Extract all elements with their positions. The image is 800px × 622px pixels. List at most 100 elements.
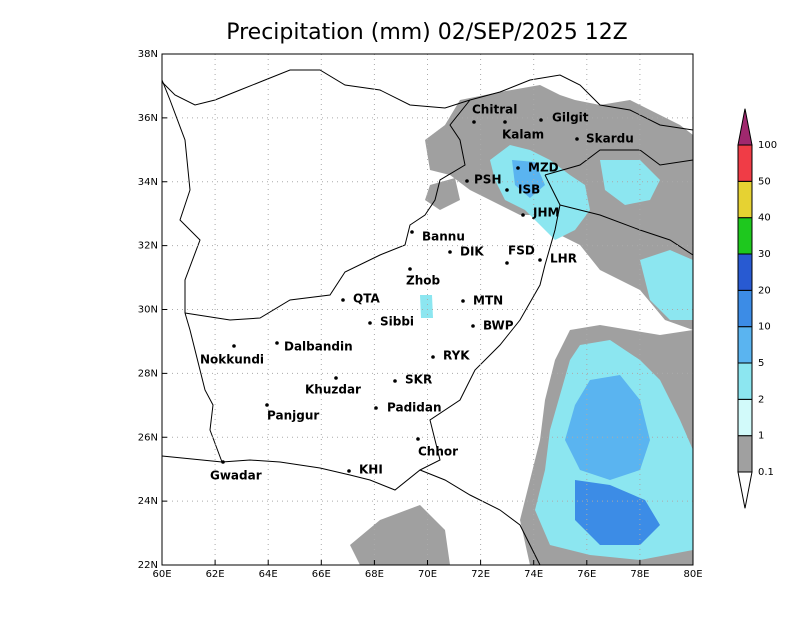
border-line xyxy=(419,174,561,471)
border-line xyxy=(184,312,223,463)
colorbar-extension xyxy=(737,108,753,146)
city-marker xyxy=(374,406,378,410)
city-marker xyxy=(539,118,543,122)
city-label: Bannu xyxy=(422,230,465,244)
colorbar-segment xyxy=(737,144,753,182)
precip-area xyxy=(425,178,460,210)
coastline xyxy=(161,455,541,566)
colorbar-segment xyxy=(737,217,753,255)
city-label: Gilgit xyxy=(552,111,589,125)
x-tick-label: 76E xyxy=(577,569,596,580)
city-label: Zhob xyxy=(406,274,440,288)
city-label: PSH xyxy=(474,173,501,187)
colorbar-segment xyxy=(737,253,753,291)
x-tick-label: 62E xyxy=(206,569,225,580)
city-label: Chhor xyxy=(418,445,458,459)
city-marker xyxy=(503,120,507,124)
x-tick-label: 74E xyxy=(524,569,543,580)
city-marker xyxy=(341,298,345,302)
city-label: Panjgur xyxy=(267,409,319,423)
x-tick-label: 70E xyxy=(418,569,437,580)
city-label: Padidan xyxy=(387,401,442,415)
y-tick-label: 22N xyxy=(138,560,158,571)
colorbar-label: 0.1 xyxy=(758,467,774,478)
colorbar-segment xyxy=(737,362,753,400)
colorbar-label: 1 xyxy=(758,431,764,442)
precip-area xyxy=(575,480,660,545)
border-line xyxy=(161,79,201,313)
city-marker xyxy=(265,403,269,407)
city-label: FSD xyxy=(508,244,535,258)
city-marker xyxy=(416,437,420,441)
y-tick-label: 32N xyxy=(138,241,158,252)
city-label: RYK xyxy=(443,349,470,363)
city-marker xyxy=(408,267,412,271)
city-label: BWP xyxy=(483,319,514,333)
colorbar-label: 2 xyxy=(758,394,764,405)
colorbar-label: 5 xyxy=(758,358,764,369)
colorbar-label: 30 xyxy=(758,249,771,260)
y-tick-label: 30N xyxy=(138,305,158,316)
colorbar-segment xyxy=(737,180,753,219)
border-line xyxy=(161,69,694,131)
city-marker xyxy=(471,324,475,328)
x-tick-label: 80E xyxy=(683,569,702,580)
city-marker xyxy=(448,250,452,254)
city-label: Nokkundi xyxy=(200,353,264,367)
city-label: DIK xyxy=(460,245,484,259)
colorbar-label: 40 xyxy=(758,213,771,224)
city-marker xyxy=(347,469,351,473)
y-tick-label: 38N xyxy=(138,49,158,60)
city-label: Kalam xyxy=(502,128,544,142)
precip-area xyxy=(565,375,650,480)
colorbar-label: 100 xyxy=(758,140,777,151)
precip-area xyxy=(600,160,660,205)
y-tick-label: 24N xyxy=(138,496,158,507)
colorbar-segment xyxy=(737,398,753,437)
city-marker xyxy=(461,299,465,303)
precipitation-field xyxy=(350,85,693,565)
colorbar-segment xyxy=(737,435,753,473)
y-tick-label: 36N xyxy=(138,113,158,124)
precip-area xyxy=(512,160,545,198)
x-tick-label: 64E xyxy=(259,569,278,580)
colorbar-label: 20 xyxy=(758,285,771,296)
city-label: Khuzdar xyxy=(305,383,361,397)
precip-area xyxy=(420,295,433,318)
city-marker xyxy=(275,341,279,345)
precip-area xyxy=(640,250,693,320)
city-marker xyxy=(410,230,414,234)
y-tick-label: 34N xyxy=(138,177,158,188)
city-label: JHM xyxy=(532,206,559,220)
city-marker xyxy=(521,213,525,217)
city-label: LHR xyxy=(550,252,577,266)
border-line xyxy=(544,149,694,176)
city-marker xyxy=(221,460,225,464)
colorbar-extension xyxy=(737,471,753,509)
colorbar-label: 50 xyxy=(758,176,771,187)
x-tick-label: 60E xyxy=(152,569,171,580)
city-marker xyxy=(232,344,236,348)
city-label: Skardu xyxy=(586,132,634,146)
city-marker xyxy=(472,120,476,124)
city-label: Gwadar xyxy=(210,469,262,483)
city-label: ISB xyxy=(518,183,540,197)
city-marker xyxy=(465,179,469,183)
x-tick-label: 68E xyxy=(365,569,384,580)
city-marker xyxy=(431,355,435,359)
border-line xyxy=(184,99,471,321)
city-label: SKR xyxy=(405,373,432,387)
x-tick-label: 66E xyxy=(312,569,331,580)
y-tick-label: 28N xyxy=(138,368,158,379)
city-marker xyxy=(368,321,372,325)
city-marker xyxy=(393,379,397,383)
precip-area xyxy=(350,505,450,565)
city-marker xyxy=(505,188,509,192)
city-marker xyxy=(334,376,338,380)
colorbar-segment xyxy=(737,326,753,364)
y-tick-label: 26N xyxy=(138,432,158,443)
colorbar-label: 10 xyxy=(758,322,771,333)
city-label: MZD xyxy=(528,161,559,175)
city-label: Sibbi xyxy=(380,315,414,329)
